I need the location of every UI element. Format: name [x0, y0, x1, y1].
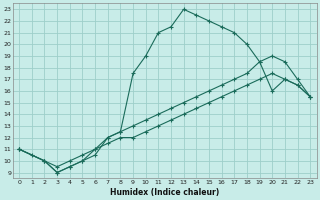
X-axis label: Humidex (Indice chaleur): Humidex (Indice chaleur): [110, 188, 219, 197]
